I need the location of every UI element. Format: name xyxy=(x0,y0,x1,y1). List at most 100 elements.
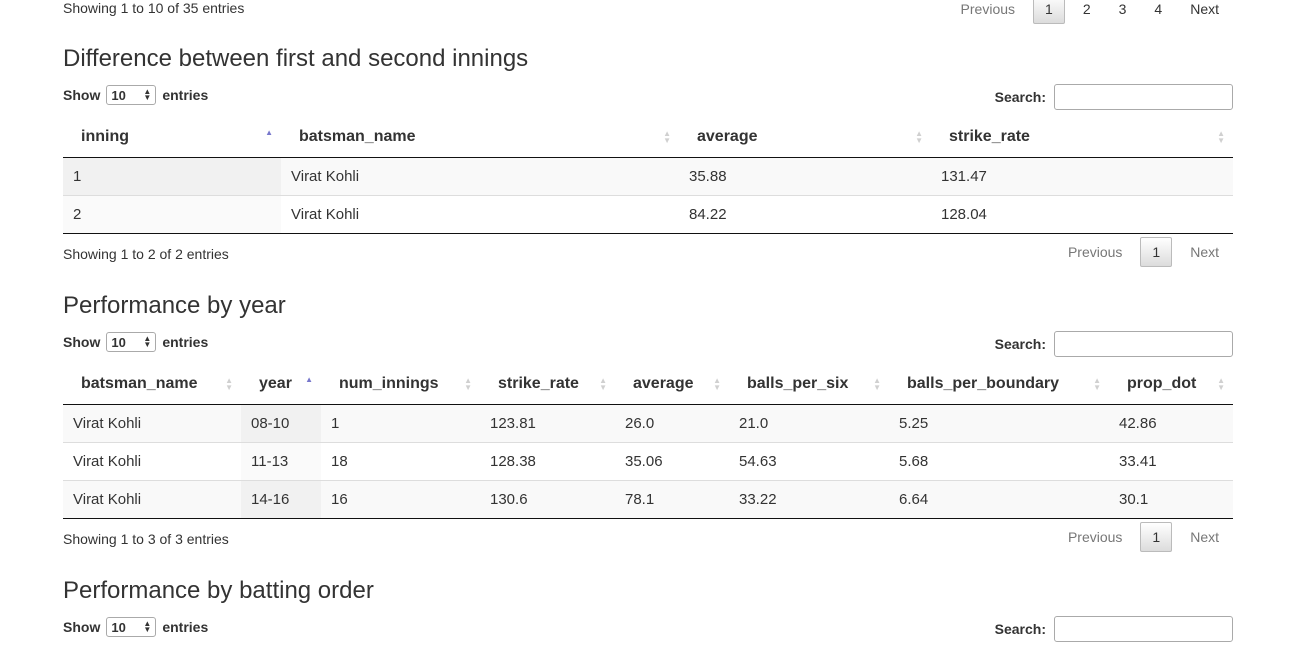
innings-col-strike-rate[interactable]: strike_rate ▲ ▼ xyxy=(931,117,1233,158)
innings-show-label: Show xyxy=(63,87,101,103)
table-cell: 11-13 xyxy=(241,442,321,481)
sort-both-icon: ▲ ▼ xyxy=(225,376,233,392)
table-row: Virat Kohli 14-16 16 130.6 78.1 33.22 6.… xyxy=(63,480,1233,519)
year-col-strike-rate[interactable]: strike_rate ▲ ▼ xyxy=(480,364,615,405)
year-title: Performance by year xyxy=(63,292,286,319)
table-cell: Virat Kohli xyxy=(63,480,241,519)
sort-both-icon: ▲ ▼ xyxy=(1217,376,1225,392)
top-next-button[interactable]: Next xyxy=(1190,1,1219,17)
order-search-input[interactable] xyxy=(1054,616,1233,642)
sort-both-icon: ▲ ▼ xyxy=(464,376,472,392)
innings-search: Search: xyxy=(995,84,1233,110)
year-page-1-button[interactable]: 1 xyxy=(1140,522,1173,552)
sort-both-icon: ▲ ▼ xyxy=(873,376,881,392)
top-page-1-button[interactable]: 1 xyxy=(1033,0,1065,24)
table-row: Virat Kohli 08-10 1 123.81 26.0 21.0 5.2… xyxy=(63,404,1233,443)
year-col-average[interactable]: average ▲ ▼ xyxy=(615,364,729,405)
table-cell: 30.1 xyxy=(1109,480,1233,519)
table-cell: 54.63 xyxy=(729,442,889,481)
innings-title: Difference between first and second inni… xyxy=(63,45,529,72)
order-search: Search: xyxy=(995,616,1233,642)
innings-search-input[interactable] xyxy=(1054,84,1233,110)
table-cell: 5.68 xyxy=(889,442,1109,481)
year-length-value: 10 xyxy=(111,334,126,350)
table-cell: 131.47 xyxy=(931,157,1233,196)
innings-length-control: Show 10 ▲ ▼ entries xyxy=(63,85,208,105)
table-row: Virat Kohli 11-13 18 128.38 35.06 54.63 … xyxy=(63,442,1233,481)
table-cell: 6.64 xyxy=(889,480,1109,519)
table-row: 2 Virat Kohli 84.22 128.04 xyxy=(63,195,1233,234)
year-show-label: Show xyxy=(63,334,101,350)
table-row: 1 Virat Kohli 35.88 131.47 xyxy=(63,157,1233,196)
year-search: Search: xyxy=(995,331,1233,357)
order-entries-label: entries xyxy=(162,619,209,635)
sort-both-icon: ▲ ▼ xyxy=(599,376,607,392)
table-cell: 130.6 xyxy=(480,480,615,519)
table-cell: 1 xyxy=(321,404,480,443)
table-cell: 33.22 xyxy=(729,480,889,519)
sort-asc-icon: ▲ xyxy=(265,128,273,137)
sort-asc-icon: ▲ xyxy=(305,375,313,384)
table-cell: 128.38 xyxy=(480,442,615,481)
table-cell: 33.41 xyxy=(1109,442,1233,481)
table-cell: 5.25 xyxy=(889,404,1109,443)
year-search-label: Search: xyxy=(994,336,1046,352)
table-cell: Virat Kohli xyxy=(281,157,679,196)
innings-page-1-button[interactable]: 1 xyxy=(1140,237,1173,267)
table-cell: 18 xyxy=(321,442,480,481)
table-cell: Virat Kohli xyxy=(63,442,241,481)
top-pagination-row: Showing 1 to 10 of 35 entries Previous 1… xyxy=(63,0,1233,30)
year-next-button[interactable]: Next xyxy=(1190,529,1219,545)
year-length-control: Show 10 ▲ ▼ entries xyxy=(63,332,208,352)
order-length-value: 10 xyxy=(111,619,126,635)
sort-both-icon: ▲ ▼ xyxy=(1093,376,1101,392)
year-table: batsman_name ▲ ▼ year ▲ num_innings ▲ ▼ strik… xyxy=(63,364,1233,519)
top-pagination: Previous 1 2 3 4 Next xyxy=(947,0,1233,24)
year-col-balls-per-six[interactable]: balls_per_six ▲ ▼ xyxy=(729,364,889,405)
year-col-year[interactable]: year ▲ xyxy=(241,364,321,405)
year-col-balls-per-boundary[interactable]: balls_per_boundary ▲ ▼ xyxy=(889,364,1109,405)
innings-next-button[interactable]: Next xyxy=(1190,244,1219,260)
table-cell: Virat Kohli xyxy=(281,195,679,234)
year-col-num-innings[interactable]: num_innings ▲ ▼ xyxy=(321,364,480,405)
year-previous-button[interactable]: Previous xyxy=(1067,529,1123,545)
select-arrows-icon: ▲ ▼ xyxy=(143,619,152,634)
innings-col-inning[interactable]: inning ▲ xyxy=(63,117,281,158)
table-cell: 128.04 xyxy=(931,195,1233,234)
select-arrows-icon: ▲ ▼ xyxy=(143,87,152,102)
year-col-batsman-name[interactable]: batsman_name ▲ ▼ xyxy=(63,364,241,405)
innings-pagination: Previous 1 Next xyxy=(1054,237,1233,267)
top-page-3-button[interactable]: 3 xyxy=(1118,1,1127,17)
table-cell: 42.86 xyxy=(1109,404,1233,443)
innings-length-select[interactable]: 10 ▲ ▼ xyxy=(106,85,157,105)
innings-col-average[interactable]: average ▲ ▼ xyxy=(679,117,931,158)
innings-col-batsman-name[interactable]: batsman_name ▲ ▼ xyxy=(281,117,679,158)
table-cell: 08-10 xyxy=(241,404,321,443)
year-col-prop-dot[interactable]: prop_dot ▲ ▼ xyxy=(1109,364,1233,405)
year-pagination: Previous 1 Next xyxy=(1054,522,1233,552)
table-cell: 1 xyxy=(63,157,281,196)
order-length-control: Show 10 ▲ ▼ entries xyxy=(63,617,208,637)
sort-both-icon: ▲ ▼ xyxy=(1217,129,1225,145)
top-page-4-button[interactable]: 4 xyxy=(1154,1,1163,17)
select-arrows-icon: ▲ ▼ xyxy=(143,334,152,349)
table-cell: 26.0 xyxy=(615,404,729,443)
order-show-label: Show xyxy=(63,619,101,635)
table-cell: 35.06 xyxy=(615,442,729,481)
order-length-select[interactable]: 10 ▲ ▼ xyxy=(106,617,157,637)
top-table-info: Showing 1 to 10 of 35 entries xyxy=(63,0,245,16)
innings-length-value: 10 xyxy=(111,87,126,103)
innings-table-info: Showing 1 to 2 of 2 entries xyxy=(63,246,229,262)
top-page-2-button[interactable]: 2 xyxy=(1082,1,1091,17)
top-previous-button[interactable]: Previous xyxy=(960,1,1016,17)
innings-search-label: Search: xyxy=(994,89,1046,105)
table-cell: Virat Kohli xyxy=(63,404,241,443)
order-search-label: Search: xyxy=(994,621,1046,637)
year-search-input[interactable] xyxy=(1054,331,1233,357)
innings-previous-button[interactable]: Previous xyxy=(1067,244,1123,260)
sort-both-icon: ▲ ▼ xyxy=(663,129,671,145)
year-length-select[interactable]: 10 ▲ ▼ xyxy=(106,332,157,352)
table-cell: 35.88 xyxy=(679,157,931,196)
innings-entries-label: entries xyxy=(162,87,209,103)
year-entries-label: entries xyxy=(162,334,209,350)
